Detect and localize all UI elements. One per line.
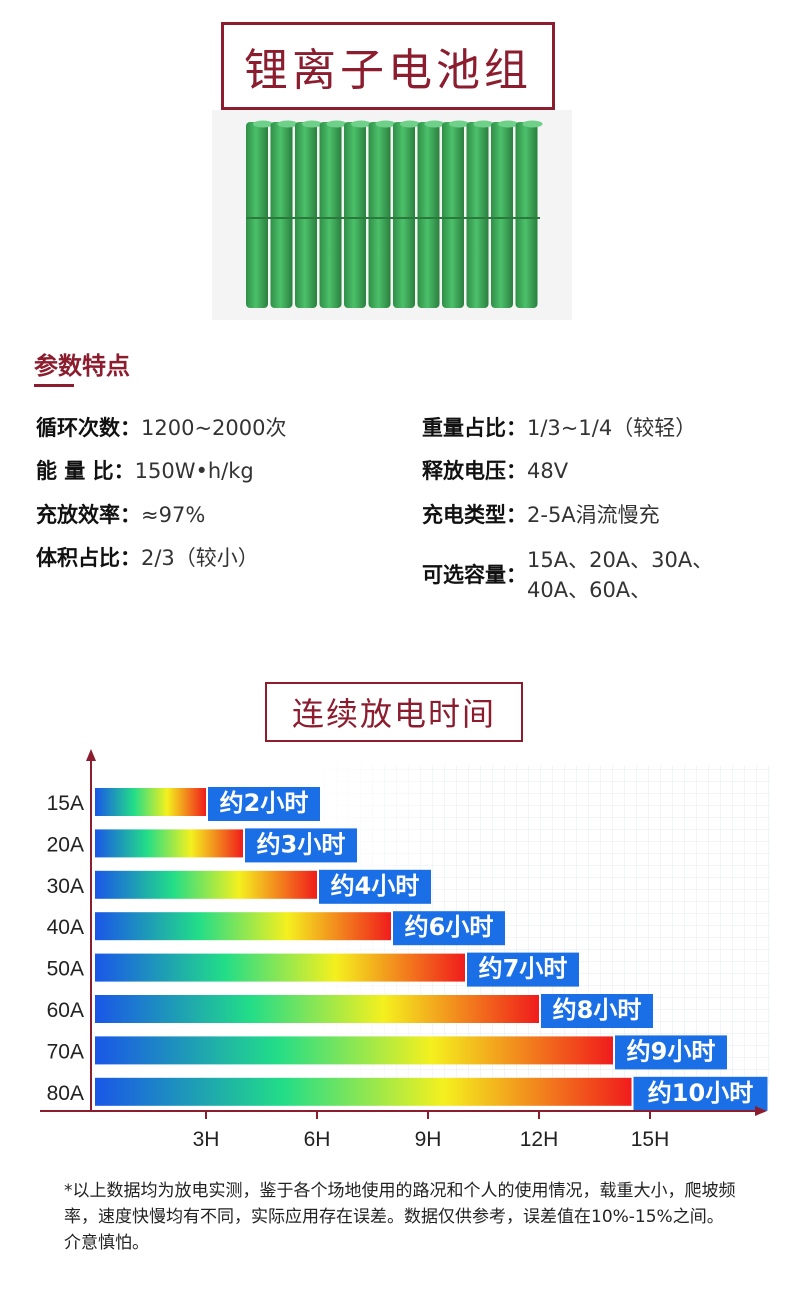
spec-energy-ratio: 能 量 比： 150W•h/kg	[36, 456, 254, 486]
y-tick-label: 50A	[47, 958, 84, 981]
spec-volume-ratio: 体积占比： 2/3（较小）	[36, 543, 259, 573]
data-label-bg	[319, 869, 431, 904]
data-label: 约4小时	[331, 872, 420, 900]
data-label: 约3小时	[257, 830, 346, 858]
data-label: 约2小时	[220, 789, 309, 817]
specs-section-title: 参数特点	[34, 352, 130, 380]
footnote: *以上数据均为放电实测，鉴于各个场地使用的路况和个人的使用情况，载重大小，爬坡频…	[64, 1181, 736, 1253]
y-tick-label: 30A	[47, 875, 84, 898]
spec-value: 1200~2000次	[141, 416, 287, 440]
spec-value: 48V	[527, 459, 569, 483]
battery-cell-top	[400, 120, 420, 128]
data-label-bg	[633, 1076, 768, 1111]
spec-label: 重量占比：	[422, 416, 527, 440]
battery-cell	[442, 122, 464, 308]
spec-charge-type: 充电类型： 2-5A涓流慢充	[422, 500, 660, 530]
battery-cell-top	[326, 120, 347, 128]
spec-cycle-count: 循环次数： 1200~2000次	[36, 413, 286, 443]
data-label: 约8小时	[553, 996, 642, 1024]
data-label-bg	[393, 911, 505, 946]
spec-label: 可选容量：	[422, 563, 527, 587]
x-tick-label: 12H	[520, 1128, 559, 1151]
data-label-bg	[541, 994, 653, 1028]
x-axis-arrow	[755, 1106, 767, 1116]
battery-cell-top	[351, 120, 371, 128]
spec-value: ≈97%	[141, 503, 206, 527]
x-tick-label: 3H	[193, 1128, 220, 1151]
y-tick-label: 60A	[47, 999, 84, 1022]
spec-value: 1/3~1/4（较轻）	[527, 416, 697, 440]
battery-cell	[246, 122, 268, 308]
data-label-bg	[208, 787, 320, 821]
battery-cell	[270, 122, 293, 308]
battery-cell-top	[375, 120, 396, 128]
y-axis-arrow	[86, 749, 96, 761]
battery-cell	[295, 122, 317, 308]
battery-cell-top	[302, 120, 322, 128]
y-tick-label: 80A	[47, 1082, 84, 1105]
battery-cell	[417, 122, 440, 308]
data-label-bg	[615, 1035, 727, 1070]
battery-cell-top	[498, 120, 518, 128]
y-tick-label: 15A	[47, 792, 84, 815]
y-tick-label: 20A	[47, 833, 84, 856]
spec-label: 释放电压：	[422, 459, 527, 483]
bar-70A	[95, 1036, 613, 1065]
spec-value: 2-5A涓流慢充	[527, 503, 660, 527]
battery-cell-top	[253, 120, 273, 128]
data-label: 约10小时	[648, 1079, 753, 1107]
bar-50A	[95, 953, 465, 982]
bar-80A	[95, 1077, 632, 1106]
bar-40A	[95, 912, 391, 941]
battery-cell	[319, 122, 342, 308]
battery-pack-image	[212, 110, 572, 320]
data-label: 约9小时	[627, 1037, 716, 1065]
spec-voltage: 释放电压： 48V	[422, 456, 568, 486]
battery-cell-top	[424, 120, 445, 128]
battery-cell	[368, 122, 391, 308]
bar-15A	[95, 788, 206, 816]
battery-cell-top	[522, 120, 543, 128]
spec-value: 150W•h/kg	[134, 459, 254, 483]
section-underline	[34, 384, 74, 387]
battery-cell-top	[277, 120, 298, 128]
x-tick-label: 9H	[415, 1128, 442, 1151]
battery-cell	[515, 122, 538, 308]
spec-label: 循环次数：	[36, 416, 141, 440]
page-title: 锂离子电池组	[221, 22, 555, 110]
data-label: 约7小时	[479, 955, 568, 983]
spec-value: 2/3（较小）	[141, 546, 259, 570]
spec-label: 充放效率：	[36, 503, 141, 527]
x-tick-label: 6H	[304, 1128, 331, 1151]
spec-value: 15A、20A、30A、40A、60A、	[527, 548, 714, 602]
chart-title: 连续放电时间	[265, 682, 523, 742]
bar-30A	[95, 870, 317, 899]
spec-label: 充电类型：	[422, 503, 527, 527]
battery-cell-top	[449, 120, 469, 128]
bar-60A	[95, 995, 539, 1023]
battery-cell	[344, 122, 366, 308]
y-tick-label: 40A	[47, 916, 84, 939]
spec-label: 体积占比：	[36, 546, 141, 570]
spec-capacity: 可选容量： 15A、20A、30A、40A、60A、	[422, 545, 749, 605]
battery-cell	[393, 122, 415, 308]
y-tick-label: 70A	[47, 1040, 84, 1063]
spec-efficiency: 充放效率： ≈97%	[36, 500, 205, 530]
data-label: 约6小时	[405, 913, 494, 941]
spec-weight-ratio: 重量占比： 1/3~1/4（较轻）	[422, 413, 696, 443]
battery-cell	[466, 122, 489, 308]
data-label-bg	[467, 952, 579, 987]
data-label-bg	[245, 828, 357, 863]
battery-cell	[491, 122, 513, 308]
x-tick-label: 15H	[631, 1128, 670, 1151]
spec-label: 能 量 比：	[36, 459, 135, 483]
bar-20A	[95, 829, 243, 858]
battery-cell-top	[473, 120, 494, 128]
